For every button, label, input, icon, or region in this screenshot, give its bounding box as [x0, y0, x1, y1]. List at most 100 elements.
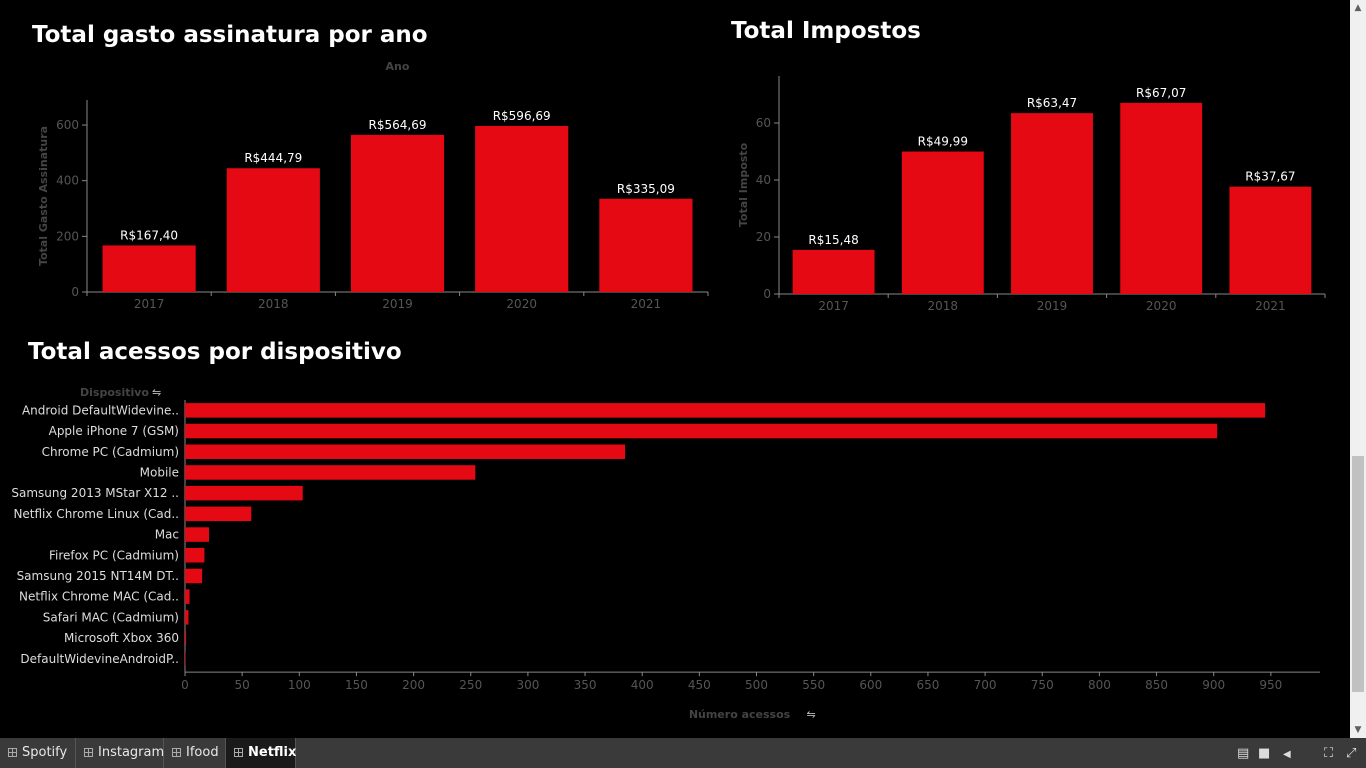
sheet-icon: [8, 748, 17, 757]
sheet-icon: [84, 748, 93, 757]
category-label: Mobile: [140, 465, 179, 479]
data-label: R$37,67: [1245, 170, 1295, 184]
x-tick-label: 550: [802, 678, 825, 692]
category-label: Samsung 2013 MStar X12 ..: [11, 486, 179, 500]
y-tick-label: 60: [756, 116, 771, 130]
x-tick-label: 350: [574, 678, 597, 692]
sort-icon: ⇋: [152, 386, 161, 399]
category-label: Microsoft Xbox 360: [64, 631, 179, 645]
bar: [185, 423, 1218, 439]
tab-instagram[interactable]: Instagram: [76, 738, 164, 768]
scroll-thumb[interactable]: [1352, 456, 1364, 692]
data-label: R$564,69: [369, 118, 427, 132]
bar: [1120, 102, 1203, 294]
x-tick-label: 850: [1145, 678, 1168, 692]
y-axis-title: Dispositivo: [80, 386, 149, 399]
y-tick-label: 40: [756, 173, 771, 187]
scroll-up-icon[interactable]: ▲: [1354, 3, 1362, 13]
sort-icon: ⇋: [807, 708, 816, 721]
x-tick-label: 400: [631, 678, 654, 692]
x-tick-label: 2017: [134, 297, 165, 311]
bar: [185, 630, 187, 646]
chart-title-dispositivo: Total acessos por dispositivo: [28, 339, 402, 365]
x-tick-label: 150: [345, 678, 368, 692]
chart-dispositivo: Android DefaultWidevine.. Apple iPhone 7 …: [11, 386, 1320, 721]
full-screen-icon[interactable]: ⤢: [1346, 746, 1357, 761]
bar: [185, 548, 205, 563]
x-tick-label: 2019: [1037, 299, 1068, 313]
y-tick-label: 400: [56, 174, 79, 188]
previous-sheet-icon[interactable]: ◀: [1283, 749, 1291, 760]
category-label: Chrome PC (Cadmium): [42, 445, 179, 459]
sheet-sorter-icon[interactable]: ▤: [1237, 746, 1250, 761]
y-axis-title: Total Imposto: [737, 142, 750, 227]
bar: [475, 125, 569, 292]
sheet-icon: [172, 748, 181, 757]
category-label: Safari MAC (Cadmium): [43, 610, 179, 624]
x-tick-label: 50: [235, 678, 250, 692]
bar: [1011, 113, 1093, 294]
category-label: DefaultWidevineAndroidP..: [20, 652, 179, 666]
x-tick-label: 600: [859, 678, 882, 692]
sheet-icon: [234, 748, 243, 757]
x-tick-label: 300: [516, 678, 539, 692]
category-label: Samsung 2015 NT14M DT..: [17, 569, 179, 583]
data-label: R$596,69: [493, 109, 551, 123]
data-label: R$67,07: [1136, 86, 1186, 100]
tab-label: Ifood: [186, 745, 219, 760]
category-label: Netflix Chrome MAC (Cad..: [19, 590, 179, 604]
data-label: R$167,40: [120, 228, 178, 242]
y-tick-label: 600: [56, 118, 79, 132]
filmstrip-icon[interactable]: ■: [1258, 746, 1271, 761]
x-tick-label: 950: [1259, 678, 1282, 692]
x-tick-label: 2017: [818, 299, 849, 313]
x-tick-label: 2018: [928, 299, 959, 313]
y-tick-label: 0: [763, 287, 771, 301]
category-label: Netflix Chrome Linux (Cad..: [13, 507, 179, 521]
x-tick-label: 2020: [1146, 299, 1177, 313]
chart-title-assinatura: Total gasto assinatura por ano: [32, 22, 428, 48]
data-label: R$444,79: [244, 151, 302, 165]
x-tick-label: 750: [1031, 678, 1054, 692]
tab-spotify[interactable]: Spotify: [0, 738, 76, 768]
bar: [185, 568, 203, 584]
bar: [185, 465, 476, 480]
x-tick-label: 700: [974, 678, 997, 692]
bar: [185, 506, 252, 522]
bar: [350, 134, 445, 292]
y-tick-label: 200: [56, 229, 79, 243]
x-tick-label: 2019: [382, 297, 413, 311]
data-label: R$15,48: [808, 233, 858, 247]
scroll-down-icon[interactable]: ▼: [1354, 725, 1362, 735]
bar: [901, 151, 984, 294]
x-tick-label: 450: [688, 678, 711, 692]
tab-netflix[interactable]: Netflix: [226, 738, 296, 768]
y-tick-label: 20: [756, 230, 771, 244]
category-label: Firefox PC (Cadmium): [49, 548, 179, 562]
tab-ifood[interactable]: Ifood: [164, 738, 226, 768]
x-tick-label: 500: [745, 678, 768, 692]
x-tick-label: 900: [1202, 678, 1225, 692]
tab-label: Netflix: [248, 745, 297, 760]
y-axis-title: Total Gasto Assinatura: [37, 126, 50, 266]
x-tick-label: 2020: [506, 297, 537, 311]
chart-impostos: 0 20 40 60 R$15,48 2017 R$49,99 2018 R$63,47 2019…: [737, 76, 1326, 313]
category-label: Mac: [155, 528, 179, 542]
chart-title-impostos: Total Impostos: [731, 18, 921, 44]
x-tick-label: 0: [181, 678, 189, 692]
fit-screen-icon[interactable]: ⛶: [1324, 746, 1334, 761]
bar: [1229, 186, 1312, 294]
x-tick-label: 2018: [258, 297, 289, 311]
bar: [185, 651, 186, 666]
category-label: Android DefaultWidevine..: [22, 403, 179, 417]
x-axis-title: Número acessos: [689, 708, 791, 721]
bar: [185, 589, 190, 604]
x-tick-label: 800: [1088, 678, 1111, 692]
x-tick-label: 2021: [1255, 299, 1286, 313]
x-tick-label: 650: [916, 678, 939, 692]
tab-label: Instagram: [98, 745, 165, 760]
category-label: Apple iPhone 7 (GSM): [49, 424, 179, 438]
x-tick-label: 250: [459, 678, 482, 692]
bar: [185, 527, 210, 542]
x-tick-label: 100: [288, 678, 311, 692]
